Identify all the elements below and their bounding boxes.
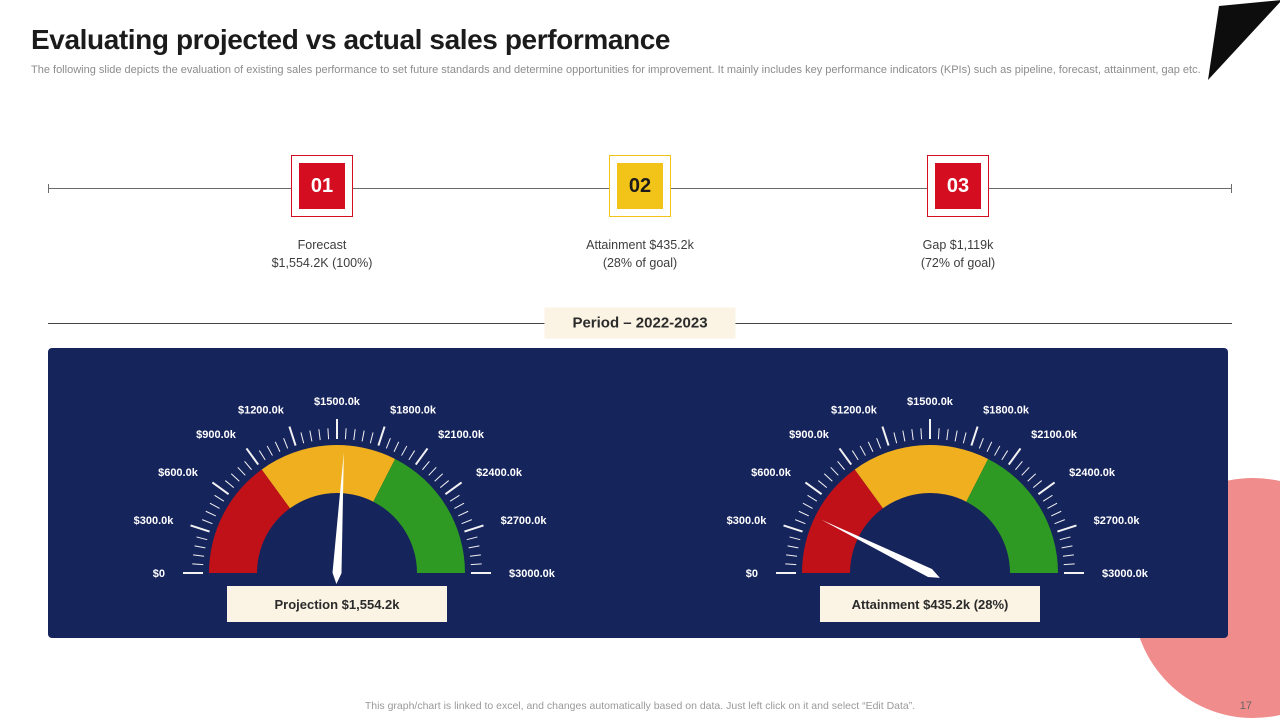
timeline-label-forecast: Forecast $1,554.2K (100%): [192, 237, 452, 273]
svg-text:$2700.0k: $2700.0k: [501, 515, 548, 527]
svg-text:$2400.0k: $2400.0k: [1069, 467, 1116, 479]
svg-text:$900.0k: $900.0k: [196, 429, 237, 441]
gauge-caption-attainment: Attainment $435.2k (28%): [820, 586, 1040, 622]
timeline-number-01: 01: [299, 163, 345, 209]
svg-text:$300.0k: $300.0k: [134, 515, 175, 527]
timeline-label-line1: Attainment $435.2k: [586, 238, 694, 252]
decor-corner-triangle-icon: [1208, 0, 1280, 80]
svg-text:$300.0k: $300.0k: [727, 515, 768, 527]
timeline-end-tick-left: [48, 184, 49, 193]
timeline-item-attainment: 02 Attainment $435.2k (28% of goal): [510, 155, 770, 273]
svg-text:$1500.0k: $1500.0k: [314, 396, 361, 408]
period-label: Period – 2022-2023: [544, 307, 736, 339]
svg-text:$1800.0k: $1800.0k: [983, 404, 1030, 416]
svg-text:$0: $0: [746, 568, 758, 580]
timeline-marker-01: 01: [291, 155, 353, 217]
svg-text:$3000.0k: $3000.0k: [1102, 568, 1149, 580]
timeline-label-line2: (28% of goal): [602, 255, 678, 270]
gauge-projection[interactable]: $0 $300.0k $600.0k $900.0k $1200.0k $1500.0k $…: [97, 361, 577, 622]
svg-text:$600.0k: $600.0k: [158, 467, 199, 479]
header: Evaluating projected vs actual sales per…: [31, 24, 1211, 79]
svg-text:$2400.0k: $2400.0k: [476, 467, 523, 479]
timeline-item-gap: 03 Gap $1,119k (72% of goal): [828, 155, 1088, 273]
timeline: 01 Forecast $1,554.2K (100%) 02 Attainme…: [0, 0, 1280, 290]
svg-text:$1500.0k: $1500.0k: [907, 396, 954, 408]
timeline-label-line2: $1,554.2K (100%): [271, 255, 373, 270]
footer-note: This graph/chart is linked to excel, and…: [364, 700, 916, 712]
svg-text:$600.0k: $600.0k: [751, 467, 792, 479]
timeline-number-02: 02: [617, 163, 663, 209]
gauge-chart-projection[interactable]: $0 $300.0k $600.0k $900.0k $1200.0k $1500.0k $…: [97, 361, 577, 601]
timeline-label-attainment: Attainment $435.2k (28% of goal): [510, 237, 770, 273]
svg-text:$2700.0k: $2700.0k: [1094, 515, 1141, 527]
page-title: Evaluating projected vs actual sales per…: [31, 24, 671, 55]
svg-text:$0: $0: [153, 568, 165, 580]
svg-text:$1200.0k: $1200.0k: [831, 404, 878, 416]
timeline-label-gap: Gap $1,119k (72% of goal): [828, 237, 1088, 273]
gauge-panel: $0 $300.0k $600.0k $900.0k $1200.0k $1500.0k $…: [48, 348, 1228, 638]
timeline-end-tick-right: [1231, 184, 1232, 193]
gauge-attainment[interactable]: $0 $300.0k $600.0k $900.0k $1200.0k $1500.0k $…: [690, 361, 1170, 622]
timeline-label-line1: Forecast: [297, 238, 347, 252]
page-subtitle: The following slide depicts the evaluati…: [31, 64, 1201, 76]
timeline-marker-02: 02: [609, 155, 671, 217]
svg-text:$2100.0k: $2100.0k: [438, 429, 485, 441]
page-number: 17: [1239, 700, 1252, 712]
timeline-number-03: 03: [935, 163, 981, 209]
gauge-chart-attainment[interactable]: $0 $300.0k $600.0k $900.0k $1200.0k $1500.0k $…: [690, 361, 1170, 601]
svg-text:$1200.0k: $1200.0k: [238, 404, 285, 416]
timeline-marker-03: 03: [927, 155, 989, 217]
gauge-caption-projection: Projection $1,554.2k: [227, 586, 447, 622]
svg-text:$1800.0k: $1800.0k: [390, 404, 437, 416]
timeline-label-line2: (72% of goal): [920, 255, 996, 270]
svg-text:$2100.0k: $2100.0k: [1031, 429, 1078, 441]
timeline-item-forecast: 01 Forecast $1,554.2K (100%): [192, 155, 452, 273]
svg-text:$900.0k: $900.0k: [789, 429, 830, 441]
timeline-label-line1: Gap $1,119k: [922, 238, 994, 252]
svg-text:$3000.0k: $3000.0k: [509, 568, 556, 580]
